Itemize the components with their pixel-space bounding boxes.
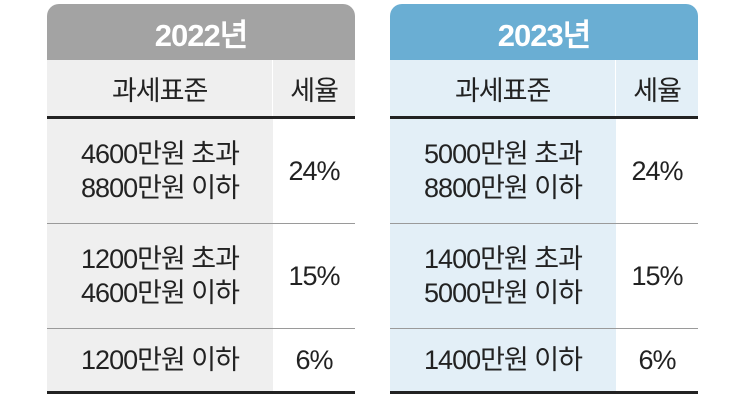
rate-cell: 15% xyxy=(273,224,355,328)
table-row: 5000만원 초과 8800만원 이하 24% xyxy=(390,119,698,224)
table-row: 1200만원 이하 6% xyxy=(47,329,355,394)
table-row: 1400만원 이하 6% xyxy=(390,329,698,394)
column-header-rate: 세율 xyxy=(633,75,682,106)
table-row: 1400만원 초과 5000만원 이하 15% xyxy=(390,224,698,329)
standard-line-1: 5000만원 초과 xyxy=(424,139,583,169)
rate-cell: 6% xyxy=(273,329,355,391)
year-header: 2023년 xyxy=(390,4,698,60)
standard-line-1: 1200만원 초과 xyxy=(81,244,240,274)
standard-cell: 4600만원 초과 8800만원 이하 xyxy=(47,119,273,223)
standard-line-2: 4600만원 이하 xyxy=(81,278,240,308)
column-header-standard: 과세표준 xyxy=(47,60,274,116)
rate-cell: 24% xyxy=(273,119,355,223)
standard-line-2: 5000만원 이하 xyxy=(424,278,583,308)
table-2022: 2022년 과세표준 세율 4600만원 초과 8800만원 이하 24% 12… xyxy=(47,4,355,394)
standard-line-1: 1400만원 초과 xyxy=(424,244,583,274)
table-row: 1200만원 초과 4600만원 이하 15% xyxy=(47,224,355,329)
column-header-rate: 세율 xyxy=(290,75,339,106)
column-header-row: 과세표준 세율 xyxy=(390,60,698,119)
rate-cell: 24% xyxy=(616,119,698,223)
table-2023: 2023년 과세표준 세율 5000만원 초과 8800만원 이하 24% 14… xyxy=(390,4,698,394)
standard-cell: 1200만원 초과 4600만원 이하 xyxy=(47,224,273,328)
standard-line-1: 1400만원 이하 xyxy=(424,345,583,375)
rate-cell: 15% xyxy=(616,224,698,328)
standard-cell: 5000만원 초과 8800만원 이하 xyxy=(390,119,616,223)
column-header-row: 과세표준 세율 xyxy=(47,60,355,119)
year-header: 2022년 xyxy=(47,4,355,60)
standard-line-1: 1200만원 이하 xyxy=(81,345,240,375)
column-header-standard: 과세표준 xyxy=(390,60,617,116)
rate-cell: 6% xyxy=(616,329,698,391)
table-row: 4600만원 초과 8800만원 이하 24% xyxy=(47,119,355,224)
standard-cell: 1200만원 이하 xyxy=(47,329,273,391)
standard-line-1: 4600만원 초과 xyxy=(81,139,240,169)
standard-line-2: 8800만원 이하 xyxy=(424,173,583,203)
standard-cell: 1400만원 이하 xyxy=(390,329,616,391)
standard-cell: 1400만원 초과 5000만원 이하 xyxy=(390,224,616,328)
standard-line-2: 8800만원 이하 xyxy=(81,173,240,203)
